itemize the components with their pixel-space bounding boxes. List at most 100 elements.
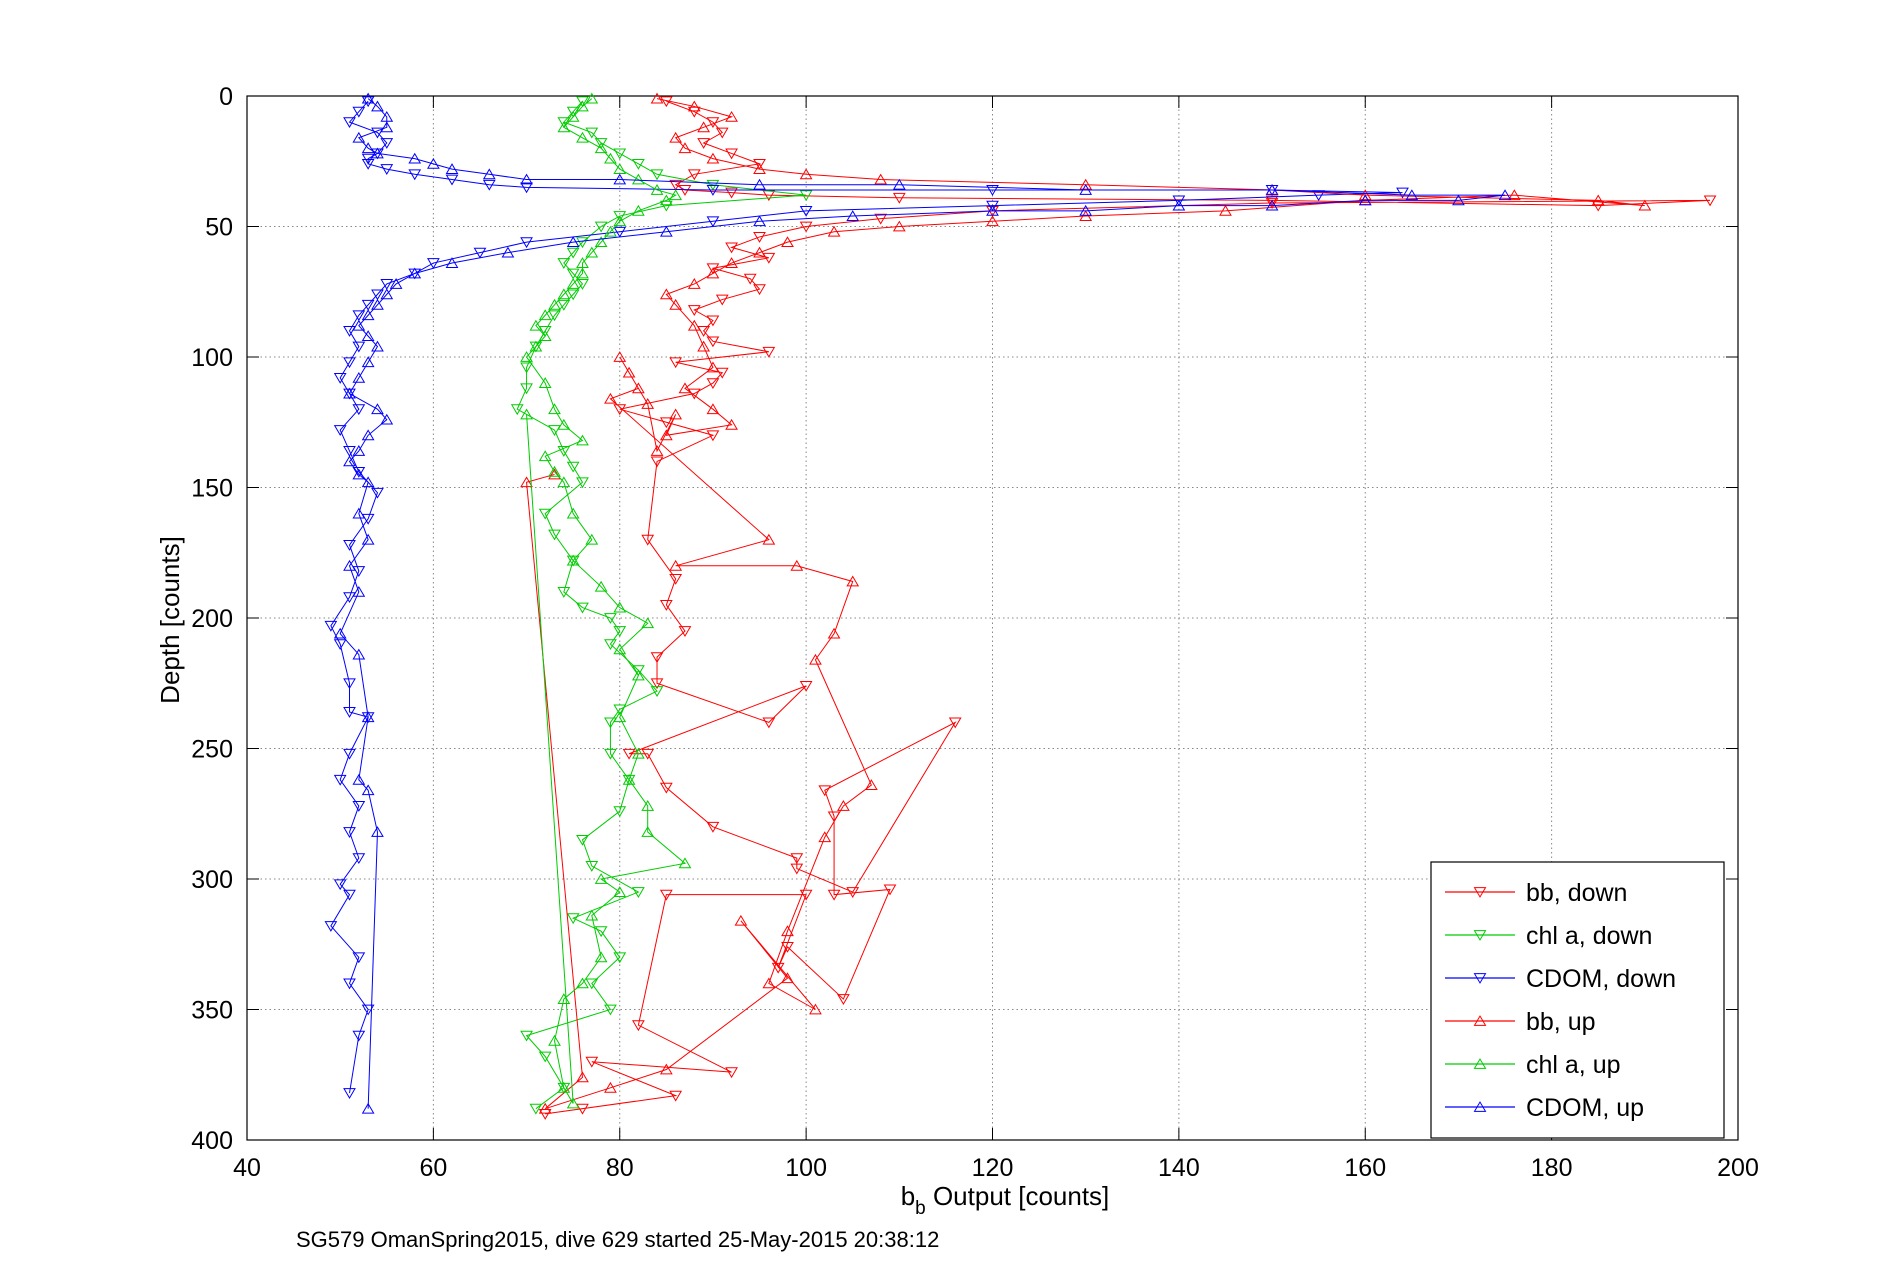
data-point [781,941,794,953]
data-point [762,717,776,729]
data-point [380,138,394,149]
data-point [576,434,589,446]
x-axis-title-rest: Output [counts] [926,1181,1110,1211]
data-point [790,853,804,865]
x-axis-title: bb Output [counts] [901,1181,1110,1219]
data-point [361,142,375,154]
series-line-bb-up [526,98,1645,1110]
data-point [333,639,347,651]
data-point [585,978,599,990]
data-point [604,1081,617,1093]
data-point [548,529,561,541]
data-point [613,626,627,637]
data-point [687,100,701,112]
data-point [352,319,366,331]
data-point [725,1067,738,1079]
data-point [659,200,673,212]
data-point [371,100,384,112]
data-point [520,362,533,374]
data-point [361,299,375,311]
data-point [1265,184,1279,195]
data-point [874,173,888,185]
data-point [613,173,627,185]
data-point [343,540,356,551]
data-point [343,889,356,901]
data-point [632,887,645,898]
data-point [613,163,627,174]
data-point [566,110,580,122]
data-point [687,106,701,118]
data-point [846,210,860,221]
data-point [566,289,580,301]
data-point [622,748,636,760]
data-point [352,801,366,812]
data-point [482,179,496,191]
data-point [548,310,561,322]
data-point [613,643,627,655]
data-point [678,626,692,637]
data-point [594,138,608,149]
data-point [343,592,356,604]
data-point [753,158,766,170]
data-point [622,773,636,785]
grid [247,96,1738,1140]
legend-label: chl a, up [1526,1051,1621,1079]
data-point [576,237,589,249]
data-point [538,508,552,520]
data-point [352,648,366,660]
data-point [333,425,347,437]
x-tick-label: 40 [233,1154,261,1182]
data-point [548,425,561,437]
data-point [566,268,580,280]
data-point [343,1088,356,1099]
data-point [566,236,580,248]
data-point [520,1030,533,1042]
data-point [706,179,720,191]
data-point [371,487,384,499]
data-point [585,246,599,258]
data-point [1219,204,1232,216]
data-point [725,418,738,430]
data-point [1452,194,1465,206]
data-point [1079,210,1093,221]
series-chl-a-up [520,92,692,1109]
data-point [743,273,757,285]
data-point [594,926,608,938]
data-point [678,857,692,869]
data-point [753,215,766,227]
y-tick-label: 0 [219,83,233,111]
data-point [1591,194,1605,206]
data-point [659,889,673,901]
data-point [986,200,999,212]
data-point [566,277,580,289]
data-point [352,131,366,143]
data-point [650,92,664,104]
y-tick-label: 100 [191,344,233,372]
data-point [538,1051,552,1063]
data-point [613,148,627,160]
data-point [659,225,673,237]
data-point [827,889,841,901]
data-point [669,559,683,571]
data-point [659,417,673,429]
data-point [613,952,627,964]
x-axis-title-base: b [901,1181,915,1211]
data-point [585,909,599,921]
data-point [715,127,729,139]
data-point [781,925,794,937]
data-point [669,189,683,201]
data-point [1358,189,1372,201]
data-point [687,277,701,289]
y-tick-label: 50 [205,214,233,242]
data-point [706,315,720,327]
data-point [659,288,673,300]
data-point [576,267,589,279]
data-point [1507,189,1521,201]
legend-marker [1473,973,1487,984]
data-point [613,711,627,723]
data-point [864,779,878,790]
data-point [613,704,627,716]
data-point [632,173,645,185]
data-point [361,330,375,342]
